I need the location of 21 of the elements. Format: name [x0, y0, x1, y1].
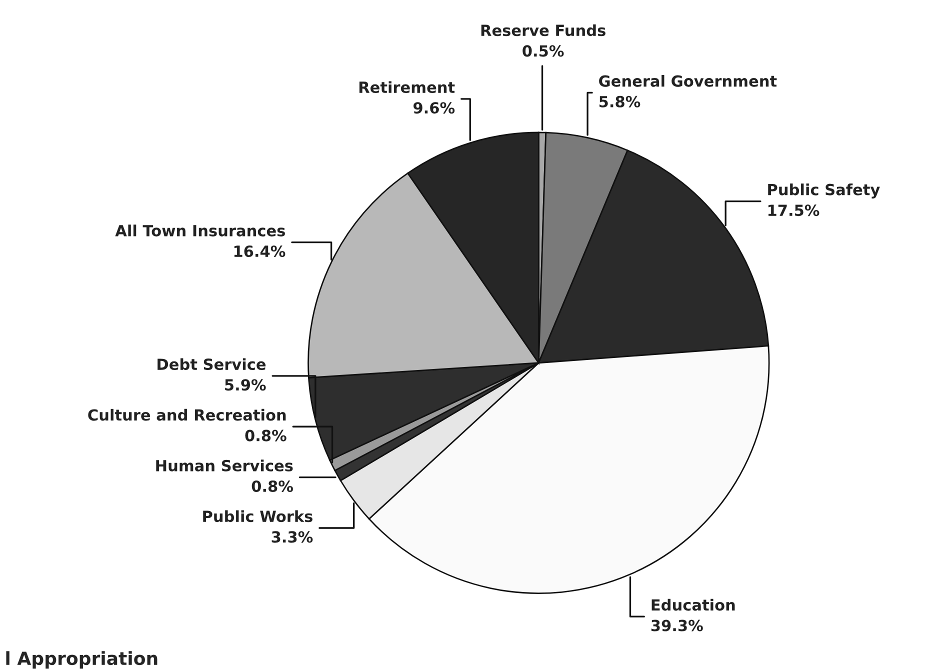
slice-label: Culture and Recreation [88, 408, 286, 421]
slice-label: Human Services [156, 460, 293, 472]
data-label: 17.5% [768, 204, 820, 216]
data-label: 5.9% [225, 379, 266, 391]
data-label: 0.8% [252, 480, 293, 492]
data-label: 9.6% [413, 102, 455, 114]
data-label: 0.5% [522, 45, 564, 57]
slice-label: Education [652, 598, 735, 611]
slice-label: All Town Insurances [115, 224, 285, 236]
slice-label: Retirement [359, 81, 455, 94]
data-label: 16.4% [234, 245, 286, 258]
slice-label: Reserve Funds [481, 24, 606, 36]
data-label: 39.3% [651, 620, 703, 632]
slice-label: Public Safety [768, 184, 880, 198]
slice-label: Public Works [203, 510, 312, 522]
data-label: 5.8% [599, 96, 640, 108]
data-label: 3.3% [272, 531, 313, 543]
data-label: 0.8% [245, 430, 286, 442]
slice-label: General Government [599, 75, 777, 87]
text: l Appropriation [6, 651, 158, 669]
slice-label: Debt Service [158, 358, 266, 370]
